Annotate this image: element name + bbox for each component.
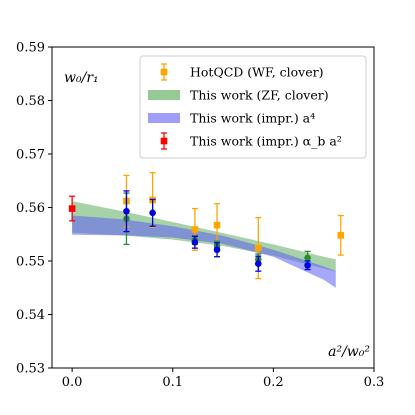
legend-entry-1: HotQCD (WF, clover) bbox=[160, 63, 324, 81]
legend-swatch bbox=[148, 90, 180, 100]
legend-box bbox=[139, 55, 367, 159]
marker-square bbox=[337, 232, 345, 239]
series-3-point-3 bbox=[191, 235, 199, 249]
legend-entry-2: This work (ZF, clover) bbox=[148, 88, 329, 103]
y-tick-label: 0.54 bbox=[16, 308, 45, 323]
legend-label: This work (ZF, clover) bbox=[190, 88, 329, 103]
band-2 bbox=[72, 215, 336, 288]
y-tick-label: 0.58 bbox=[16, 94, 45, 109]
legend-entry-3: This work (impr.) a⁴ bbox=[148, 111, 315, 126]
series-1-point-6 bbox=[337, 214, 345, 256]
legend-label: HotQCD (WF, clover) bbox=[190, 65, 324, 80]
y-tick-label: 0.59 bbox=[16, 41, 45, 56]
marker-circle bbox=[149, 209, 156, 217]
ticks-layer: 0.0 0.1 0.2 0.3 0.53 0.54 0.55 0.56 0.57 0.58 0.59 bbox=[16, 41, 384, 391]
series-3-point-1 bbox=[123, 190, 130, 233]
marker-circle bbox=[191, 238, 199, 246]
y-tick-label: 0.53 bbox=[16, 362, 45, 377]
series-3-point-5 bbox=[254, 255, 262, 272]
annotation-top-left: w₀/r₁ bbox=[64, 70, 99, 86]
marker-circle bbox=[254, 260, 262, 267]
points-layer bbox=[68, 172, 345, 280]
legend-marker bbox=[160, 137, 168, 145]
marker-circle bbox=[123, 207, 130, 215]
legend-entries: HotQCD (WF, clover) This work (ZF, clover… bbox=[148, 63, 342, 150]
marker-square bbox=[254, 244, 262, 252]
series-4-point-1 bbox=[68, 195, 76, 222]
marker-square bbox=[213, 221, 221, 229]
x-tick-label: 0.3 bbox=[364, 375, 385, 390]
legend-label: This work (impr.) α_b a² bbox=[190, 134, 342, 149]
legend-marker bbox=[160, 68, 168, 76]
annotation-bottom-right: a²/w₀² bbox=[328, 344, 370, 360]
marker-circle bbox=[304, 261, 311, 269]
legend-swatch bbox=[148, 113, 180, 123]
marker-circle bbox=[213, 246, 221, 254]
legend-entry-4: This work (impr.) α_b a² bbox=[160, 132, 342, 150]
series-3-point-2 bbox=[149, 198, 156, 227]
legend-label: This work (impr.) a⁴ bbox=[190, 111, 315, 126]
x-tick-label: 0.2 bbox=[263, 375, 284, 390]
bands-layer bbox=[72, 201, 336, 288]
marker-circle bbox=[304, 254, 311, 262]
series-3-point-6 bbox=[304, 260, 311, 271]
marker-square bbox=[68, 205, 76, 212]
marker-square bbox=[191, 226, 199, 233]
x-tick-label: 0.1 bbox=[162, 375, 183, 390]
legend: HotQCD (WF, clover) This work (ZF, clover… bbox=[139, 55, 367, 159]
y-tick-label: 0.57 bbox=[16, 148, 45, 163]
x-tick-label: 0.0 bbox=[62, 375, 83, 390]
y-tick-label: 0.55 bbox=[16, 255, 45, 270]
y-tick-label: 0.56 bbox=[16, 201, 45, 216]
series-3-point-4 bbox=[213, 242, 221, 258]
